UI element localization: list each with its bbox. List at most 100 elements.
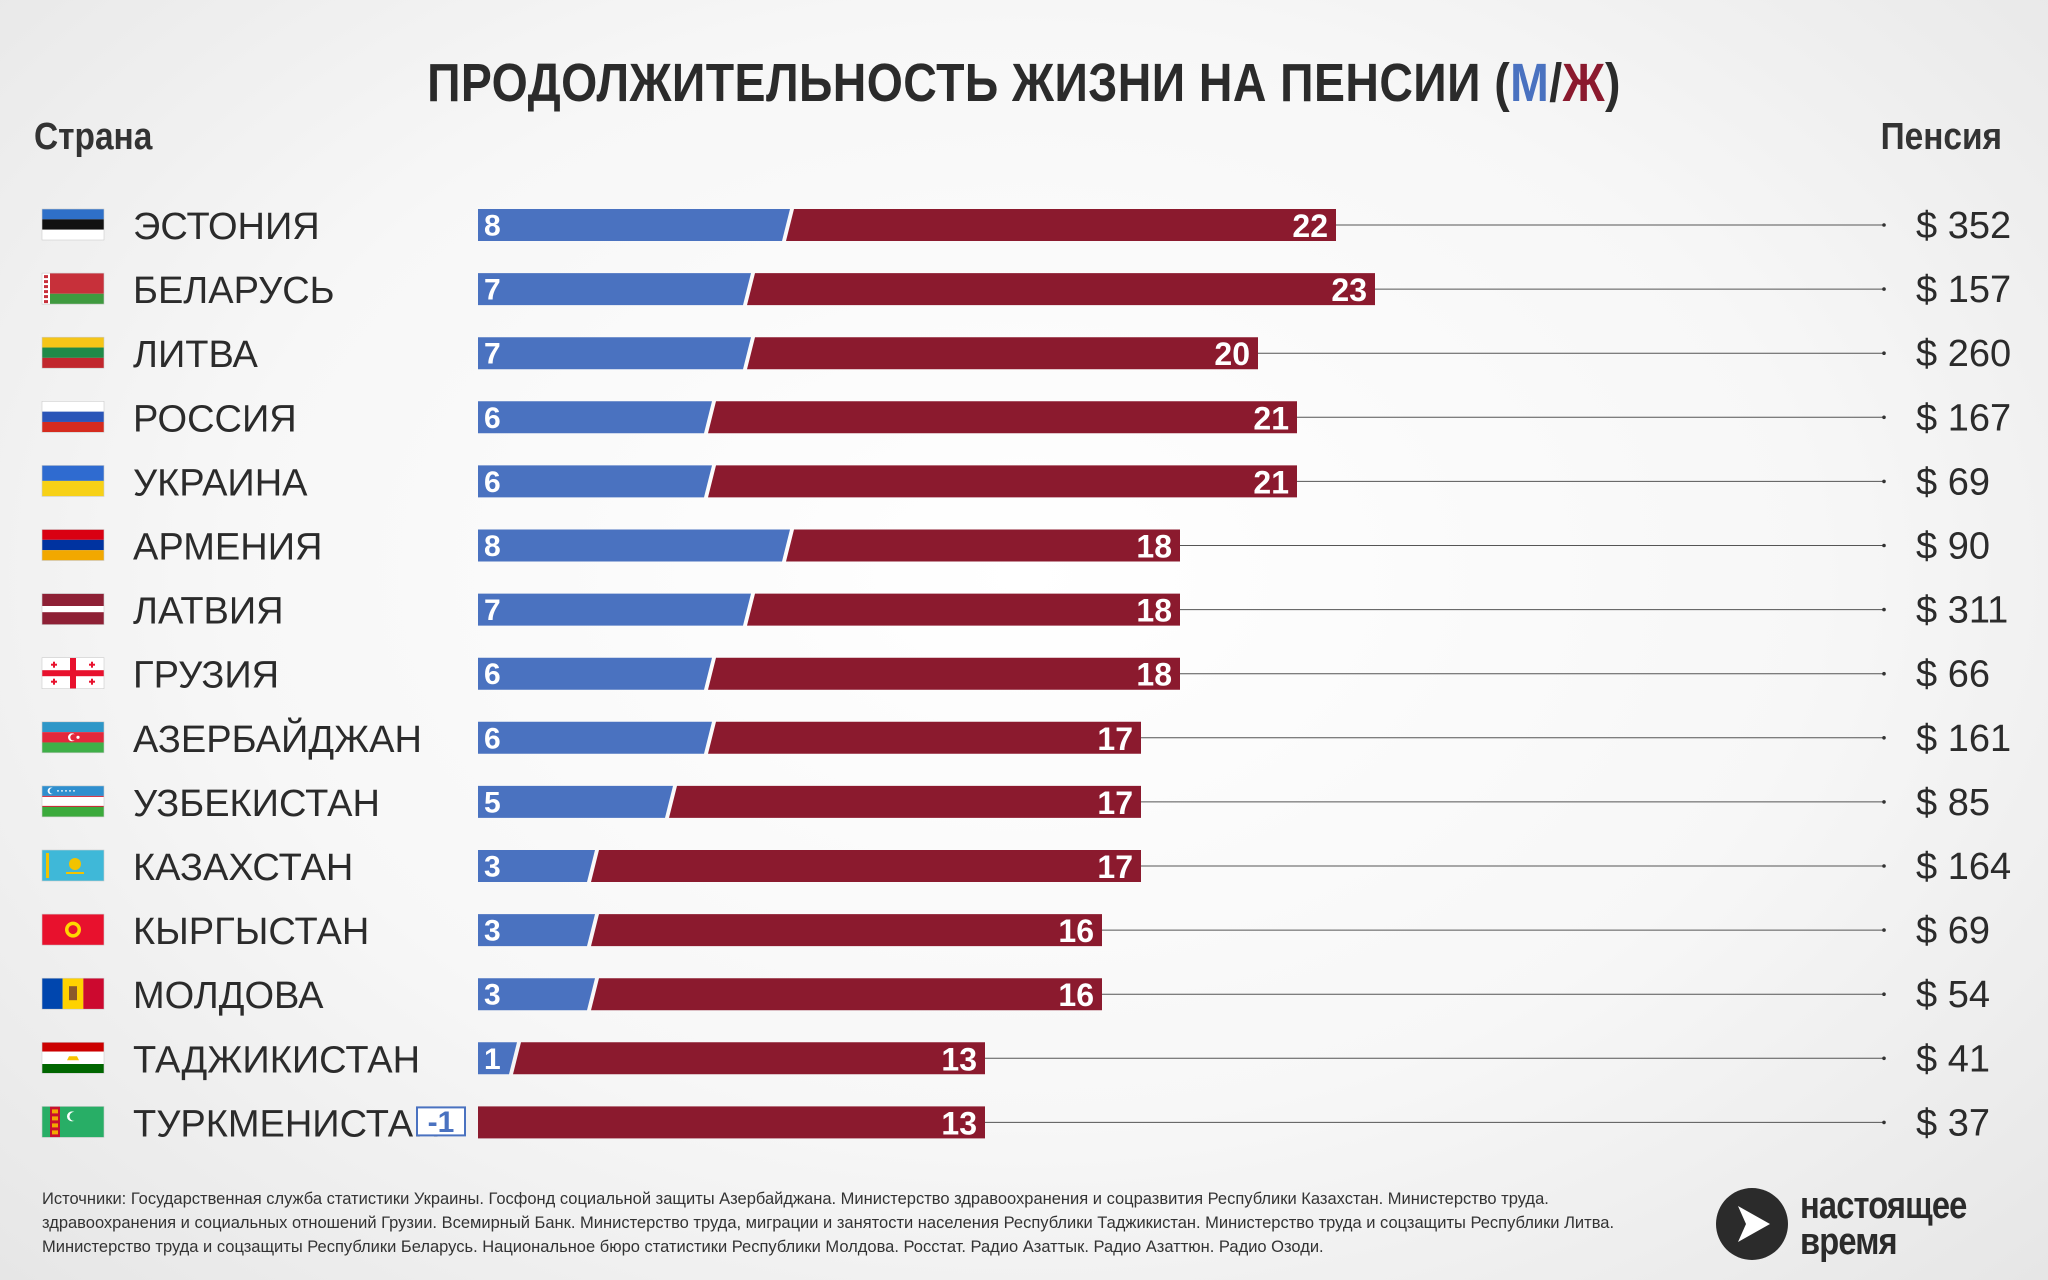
country-label: МОЛДОВА xyxy=(133,975,324,1017)
country-label: ТАДЖИКИСТАН xyxy=(133,1039,420,1081)
pension-value: $ 311 xyxy=(1916,590,2008,632)
flag-tajikistan-icon xyxy=(41,1042,105,1074)
flag-belarus-icon xyxy=(41,272,105,305)
value-men: 8 xyxy=(484,210,501,243)
flag-turkmenistan-icon xyxy=(41,1106,105,1138)
value-men: 7 xyxy=(484,594,501,627)
value-women: 16 xyxy=(1058,977,1094,1013)
country-label: ГРУЗИЯ xyxy=(133,655,279,697)
chart-row: ЛИТВА 7 20 $ 260 xyxy=(41,333,2011,376)
chart-row: АЗЕРБАЙДЖАН 6 17 $ 161 xyxy=(41,716,2011,761)
pension-value: $ 41 xyxy=(1916,1038,1990,1080)
logo-line-1: настоящее xyxy=(1800,1185,1967,1227)
value-men: 6 xyxy=(484,722,501,755)
value-men: 6 xyxy=(484,658,501,691)
bar-women xyxy=(786,529,1180,562)
bar-men xyxy=(478,978,595,1011)
value-women: 17 xyxy=(1097,721,1133,757)
pension-header: Пенсия xyxy=(1880,116,2002,158)
chart-row: ТАДЖИКИСТАН 1 13 $ 41 xyxy=(41,1038,1990,1081)
value-women: 18 xyxy=(1136,593,1172,629)
country-label: УКРАИНА xyxy=(133,462,308,504)
leader-dot xyxy=(1882,671,1886,676)
flag-ukraine-icon xyxy=(41,465,105,497)
country-header: Страна xyxy=(34,116,153,158)
country-label: АЗЕРБАЙДЖАН xyxy=(133,716,422,761)
pension-value: $ 164 xyxy=(1916,846,2011,888)
bar-men xyxy=(478,914,595,947)
leader-dot xyxy=(1882,736,1886,740)
country-label: ЛАТВИЯ xyxy=(133,591,284,633)
logo-line-2: время xyxy=(1800,1221,1898,1263)
bar-women xyxy=(747,337,1258,370)
value-men: 3 xyxy=(484,979,501,1012)
bar-men-negative xyxy=(416,1106,466,1137)
value-women: 18 xyxy=(1136,529,1172,565)
sources-text: Источники: Государственная служба статис… xyxy=(42,1190,1615,1256)
leader-dot xyxy=(1882,223,1886,227)
bar-men xyxy=(478,529,790,562)
value-women: 21 xyxy=(1253,464,1289,500)
flag-kazakhstan-icon xyxy=(41,849,105,882)
chart-row: КАЗАХСТАН 3 17 $ 164 xyxy=(41,846,2011,889)
value-men: 5 xyxy=(484,786,501,819)
chart-title: ПРОДОЛЖИТЕЛЬНОСТЬ ЖИЗНИ НА ПЕНСИИ (М/Ж) xyxy=(427,53,1621,113)
chart-row: УКРАИНА 6 21 $ 69 xyxy=(41,461,1990,504)
flag-georgia-icon xyxy=(41,657,105,690)
pension-value: $ 69 xyxy=(1916,461,1990,503)
flag-kyrgyzstan-icon xyxy=(41,913,105,946)
value-women: 13 xyxy=(941,1105,977,1141)
country-label: РОССИЯ xyxy=(133,398,297,440)
country-label: БЕЛАРУСЬ xyxy=(133,270,335,312)
value-men: 3 xyxy=(484,851,501,884)
leader-dot xyxy=(1882,928,1886,932)
value-women: 22 xyxy=(1292,208,1328,244)
leader-dot xyxy=(1882,992,1886,996)
bar-men xyxy=(478,1042,517,1075)
flag-armenia-icon xyxy=(41,529,105,561)
value-men: 6 xyxy=(484,466,501,499)
bar-women xyxy=(708,401,1297,434)
bar-women xyxy=(747,273,1375,306)
chart-row: ГРУЗИЯ 6 18 $ 66 xyxy=(41,654,1990,697)
brand-logo: настоящее время xyxy=(1712,1184,2012,1264)
pension-value: $ 37 xyxy=(1916,1102,1990,1144)
chart-row: КЫРГЫСТАН 3 16 $ 69 xyxy=(41,910,1990,953)
value-men: 6 xyxy=(484,402,501,435)
flag-moldova-icon xyxy=(41,977,105,1010)
value-women: 21 xyxy=(1253,400,1289,436)
bar-women xyxy=(591,978,1102,1011)
value-men: 7 xyxy=(484,274,501,307)
bar-women xyxy=(708,465,1297,498)
bar-men xyxy=(478,593,751,626)
value-women: 13 xyxy=(941,1041,977,1077)
pension-value: $ 352 xyxy=(1916,205,2011,247)
pension-value: $ 66 xyxy=(1916,654,1990,696)
bar-men xyxy=(478,209,790,241)
country-label: УЗБЕКИСТАН xyxy=(133,783,380,825)
leader-dot xyxy=(1882,287,1886,291)
pension-value: $ 69 xyxy=(1916,910,1990,952)
flag-latvia-icon xyxy=(41,593,105,625)
value-men: 8 xyxy=(484,530,501,563)
chart-row: УЗБЕКИСТАН 5 17 $ 85 xyxy=(41,782,1990,825)
chart-row: АРМЕНИЯ 8 18 $ 90 xyxy=(41,526,1990,569)
leader-dot xyxy=(1882,415,1886,420)
flag-estonia-icon xyxy=(41,208,105,241)
pension-value: $ 85 xyxy=(1916,782,1990,824)
title-men-letter: М xyxy=(1510,53,1550,113)
logo-arrow-icon xyxy=(1716,1188,1788,1260)
leader-dot xyxy=(1882,607,1886,612)
bar-women xyxy=(669,785,1141,818)
bar-men xyxy=(478,657,712,690)
flag-lithuania-icon xyxy=(41,336,105,369)
pension-value: $ 157 xyxy=(1916,269,2011,311)
value-men: -1 xyxy=(428,1106,455,1139)
value-women: 20 xyxy=(1214,336,1250,372)
title-close-paren: ) xyxy=(1605,53,1621,113)
chart-row: МОЛДОВА 3 16 $ 54 xyxy=(41,974,1990,1017)
chart-row: РОССИЯ 6 21 $ 167 xyxy=(41,397,2011,440)
bar-women xyxy=(478,1106,985,1139)
value-women: 17 xyxy=(1097,849,1133,885)
